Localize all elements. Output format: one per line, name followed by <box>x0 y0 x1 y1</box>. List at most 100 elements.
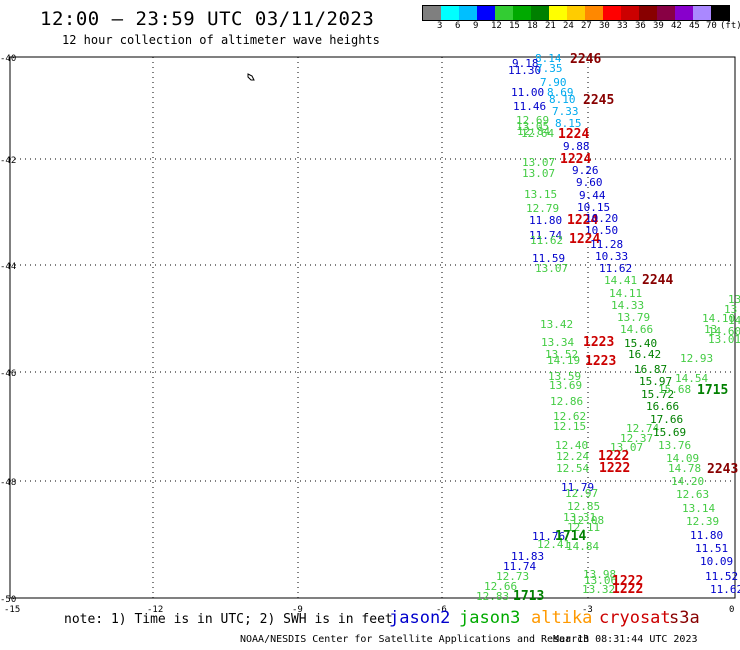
observation-label: 11.80 <box>529 214 562 227</box>
observation-label: 13 <box>704 323 717 336</box>
observation-label: 12.85 <box>567 500 600 513</box>
observation-label: 10.50 <box>585 224 618 237</box>
observation-label: 12.93 <box>680 352 713 365</box>
observation-label: 11.00 <box>511 86 544 99</box>
legend-swatch-14 <box>675 6 693 20</box>
observation-label: 11.62 <box>599 262 632 275</box>
page-title: 12:00 – 23:59 UTC 03/11/2023 <box>40 8 375 30</box>
observation-label: 7.90 <box>540 76 567 89</box>
observation-label: 13.31 <box>563 511 596 524</box>
legend-label: (ft) <box>720 21 740 31</box>
observation-label: 12.79 <box>526 202 559 215</box>
lat-tick-label: -40 <box>0 54 16 64</box>
legend-label: 45 <box>689 21 700 31</box>
observation-label: 12.97 <box>565 487 598 500</box>
observation-label: 16.42 <box>628 348 661 361</box>
observation-label: 8.14 <box>535 52 562 65</box>
observation-label: 12.11 <box>567 521 600 534</box>
observation-label: 11.46 <box>513 100 546 113</box>
observation-label: 13.52 <box>545 348 578 361</box>
observation-label: 13.14 <box>682 502 715 515</box>
observation-label: 12.41 <box>537 538 570 551</box>
observation-label: 1224 <box>560 152 591 167</box>
footer-note: note: 1) Time is in UTC; 2) SWH is in fe… <box>64 612 393 627</box>
observation-label: 11.83 <box>511 550 544 563</box>
observation-label: 11.52 <box>705 570 738 583</box>
legend-label: 18 <box>527 21 538 31</box>
legend-swatch-1 <box>441 6 459 20</box>
observation-label: 7.33 <box>552 105 579 118</box>
legend-swatch-7 <box>549 6 567 20</box>
observation-label: 12.63 <box>676 488 709 501</box>
lat-tick-label: -48 <box>0 478 16 488</box>
observation-label: 11.80 <box>690 529 723 542</box>
lon-tick-label: -15 <box>4 605 20 615</box>
observation-label: 13.07 <box>610 441 643 454</box>
legend-swatch-16 <box>711 6 729 20</box>
observation-label: 14.11 <box>728 314 740 327</box>
satellite-label-altika: altika <box>531 608 593 628</box>
observation-label: 1714 <box>555 529 586 544</box>
observation-label: 14.41 <box>604 274 637 287</box>
observation-label: 12.86 <box>550 395 583 408</box>
observation-label: 12.73 <box>496 570 529 583</box>
legend-label: 21 <box>545 21 556 31</box>
map-frame <box>9 56 736 599</box>
observation-label: 10.09 <box>700 555 733 568</box>
page-subtitle: 12 hour collection of altimeter wave hei… <box>62 33 380 47</box>
observation-label: 13.07 <box>522 156 555 169</box>
lat-tick-label: -50 <box>0 595 16 605</box>
legend-label: 9 <box>473 21 479 31</box>
legend-swatch-3 <box>477 6 495 20</box>
observation-label: 15.72 <box>641 388 674 401</box>
legend-label: 36 <box>635 21 646 31</box>
observation-label: 1223 <box>585 354 616 369</box>
legend-label: 33 <box>617 21 628 31</box>
observation-label: 1223 <box>583 335 614 350</box>
observation-label: 11.62 <box>710 583 740 596</box>
observation-label: 12.83 <box>476 590 509 603</box>
lon-tick-label: -12 <box>147 605 163 615</box>
legend-label: 39 <box>653 21 664 31</box>
legend-swatch-12 <box>639 6 657 20</box>
observation-label: 12.24 <box>556 450 589 463</box>
observation-label: 1222 <box>612 582 643 597</box>
lat-tick-label: -46 <box>0 369 16 379</box>
observation-label: 13 <box>724 303 737 316</box>
observation-label: 14.84 <box>566 540 599 553</box>
observation-label: 9.18 <box>512 57 539 70</box>
legend-swatch-10 <box>603 6 621 20</box>
observation-label: 12.62 <box>553 410 586 423</box>
satellite-label-jason3: jason3 <box>459 608 521 628</box>
legend-label: 70 <box>706 21 717 31</box>
observation-label: 12.08 <box>571 514 604 527</box>
credit-text: NOAA/NESDIS Center for Satellite Applica… <box>240 634 590 645</box>
observation-label: 11.28 <box>590 238 623 251</box>
observation-label: 13.98 <box>583 568 616 581</box>
legend-label: 6 <box>455 21 461 31</box>
observation-label: 1222 <box>598 449 629 464</box>
observation-label: 14.20 <box>671 475 704 488</box>
observation-label: 9.88 <box>563 140 590 153</box>
legend-swatch-11 <box>621 6 639 20</box>
observation-label: 13.06 <box>584 574 617 587</box>
island-outline <box>247 73 255 81</box>
observation-label: 11.62 <box>530 234 563 247</box>
observation-label: 9.44 <box>579 189 606 202</box>
observation-label: 13.15 <box>524 188 557 201</box>
observation-label: 14.10 <box>702 312 735 325</box>
observation-label: 12.74 <box>626 422 659 435</box>
legend-label: 15 <box>509 21 520 31</box>
observation-label: 13.01 <box>708 333 740 346</box>
observation-label: 12.15 <box>553 420 586 433</box>
observation-label: 1713 <box>513 589 544 604</box>
observation-label: 7.35 <box>536 62 563 75</box>
observation-label: 13.59 <box>548 370 581 383</box>
observation-label: 11.79 <box>561 481 594 494</box>
observation-label: 10.33 <box>595 250 628 263</box>
observation-label: 13.34 <box>541 336 574 349</box>
observation-label: 1715 <box>697 383 728 398</box>
legend-label: 42 <box>671 21 682 31</box>
observation-label: 14.09 <box>666 452 699 465</box>
